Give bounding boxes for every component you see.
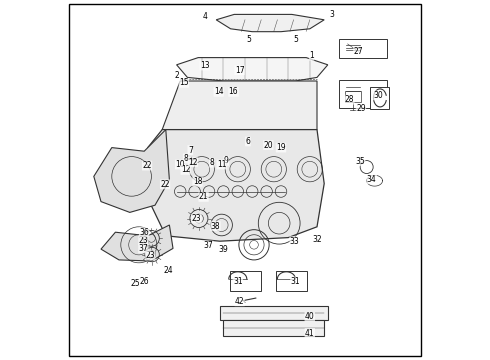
Text: 8: 8: [210, 158, 214, 167]
Text: 14: 14: [214, 87, 223, 96]
Polygon shape: [94, 130, 170, 212]
Text: 34: 34: [367, 175, 377, 184]
Polygon shape: [101, 225, 173, 261]
Text: 13: 13: [200, 61, 210, 70]
Text: 19: 19: [276, 143, 286, 152]
Text: 26: 26: [139, 277, 149, 286]
Text: 36: 36: [139, 228, 149, 237]
Text: 11: 11: [217, 160, 226, 169]
Text: 37: 37: [139, 244, 148, 253]
Text: 35: 35: [355, 157, 365, 166]
Text: 38: 38: [211, 222, 220, 231]
Polygon shape: [162, 81, 317, 135]
Text: 17: 17: [235, 66, 245, 75]
Text: 7: 7: [188, 146, 193, 155]
Text: 1: 1: [309, 51, 314, 60]
Text: 37: 37: [203, 241, 213, 250]
Polygon shape: [220, 306, 328, 320]
Text: 25: 25: [130, 279, 140, 288]
Polygon shape: [223, 320, 324, 336]
Text: 20: 20: [264, 141, 273, 150]
Text: 5: 5: [246, 35, 251, 44]
Text: 10: 10: [175, 160, 185, 169]
Bar: [339, 80, 387, 108]
Text: 39: 39: [219, 245, 228, 254]
Text: 16: 16: [229, 87, 238, 96]
Text: 18: 18: [193, 177, 202, 186]
Text: 15: 15: [179, 78, 189, 87]
Bar: [369, 87, 389, 109]
Text: 27: 27: [354, 47, 363, 56]
Text: 23: 23: [139, 236, 148, 245]
Text: 5: 5: [293, 35, 298, 44]
Text: 12: 12: [188, 158, 197, 166]
Text: 12: 12: [181, 166, 190, 175]
Text: 3: 3: [329, 10, 334, 19]
Text: 33: 33: [290, 237, 299, 246]
Text: 22: 22: [160, 180, 170, 189]
Text: 8: 8: [183, 154, 188, 163]
Text: 40: 40: [305, 312, 315, 321]
Text: 2: 2: [174, 71, 179, 80]
Text: 42: 42: [235, 297, 245, 306]
Text: 23: 23: [146, 251, 155, 260]
Bar: [339, 39, 387, 58]
Text: 32: 32: [312, 235, 322, 244]
Polygon shape: [216, 14, 324, 32]
Bar: [275, 271, 307, 291]
Text: 41: 41: [305, 328, 315, 338]
Bar: [229, 271, 261, 291]
Text: 6: 6: [245, 137, 250, 146]
Text: 24: 24: [164, 266, 173, 275]
Text: 29: 29: [356, 104, 366, 113]
Polygon shape: [144, 130, 324, 241]
Polygon shape: [176, 58, 328, 81]
Bar: [345, 91, 361, 102]
Text: 22: 22: [142, 161, 152, 170]
Text: 23: 23: [192, 214, 201, 223]
Text: 30: 30: [373, 91, 383, 100]
Text: 9: 9: [224, 156, 229, 166]
Text: 28: 28: [344, 95, 354, 104]
Text: 21: 21: [199, 192, 208, 202]
Text: 31: 31: [291, 277, 300, 286]
Text: 31: 31: [233, 277, 243, 286]
Text: 4: 4: [203, 13, 208, 22]
